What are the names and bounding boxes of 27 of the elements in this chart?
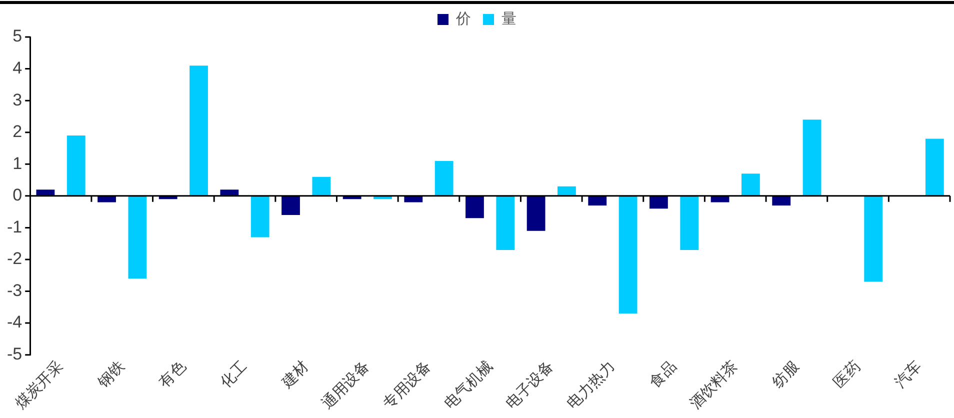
x-tick-label: 电力热力 bbox=[564, 358, 618, 412]
y-tick-label: -4 bbox=[6, 312, 22, 332]
y-tick-label: 4 bbox=[12, 58, 22, 78]
y-tick-label: 0 bbox=[12, 186, 22, 205]
x-tick-label: 专用设备 bbox=[380, 358, 434, 412]
x-tick-label: 纺服 bbox=[769, 358, 802, 392]
x-tick-label: 建材 bbox=[278, 358, 312, 392]
x-tick-label: 电子设备 bbox=[502, 358, 558, 412]
y-tick-label: -2 bbox=[6, 249, 22, 268]
y-tick-label: -1 bbox=[6, 217, 22, 236]
x-tick-label: 医药 bbox=[830, 358, 864, 392]
x-tick-label: 食品 bbox=[646, 358, 680, 392]
x-tick-label: 汽车 bbox=[892, 358, 926, 392]
x-tick-label: 有色 bbox=[156, 358, 190, 392]
x-tick-label: 通用设备 bbox=[318, 358, 374, 412]
y-tick-label: 2 bbox=[12, 122, 22, 142]
x-tick-label: 酒饮料茶 bbox=[686, 358, 742, 412]
legend-label: 价 bbox=[455, 10, 471, 28]
y-tick-label: -3 bbox=[6, 280, 22, 300]
x-tick-label: 化工 bbox=[217, 358, 251, 392]
y-tick-label: 3 bbox=[12, 90, 22, 110]
legend-label: 量 bbox=[502, 10, 516, 28]
x-tick-label: 钢铁 bbox=[94, 358, 128, 392]
x-tick-label: 电气机械 bbox=[441, 358, 496, 412]
y-tick-label: 1 bbox=[12, 154, 22, 173]
y-tick-label: -5 bbox=[6, 344, 22, 364]
y-tick-label: 5 bbox=[12, 26, 22, 46]
